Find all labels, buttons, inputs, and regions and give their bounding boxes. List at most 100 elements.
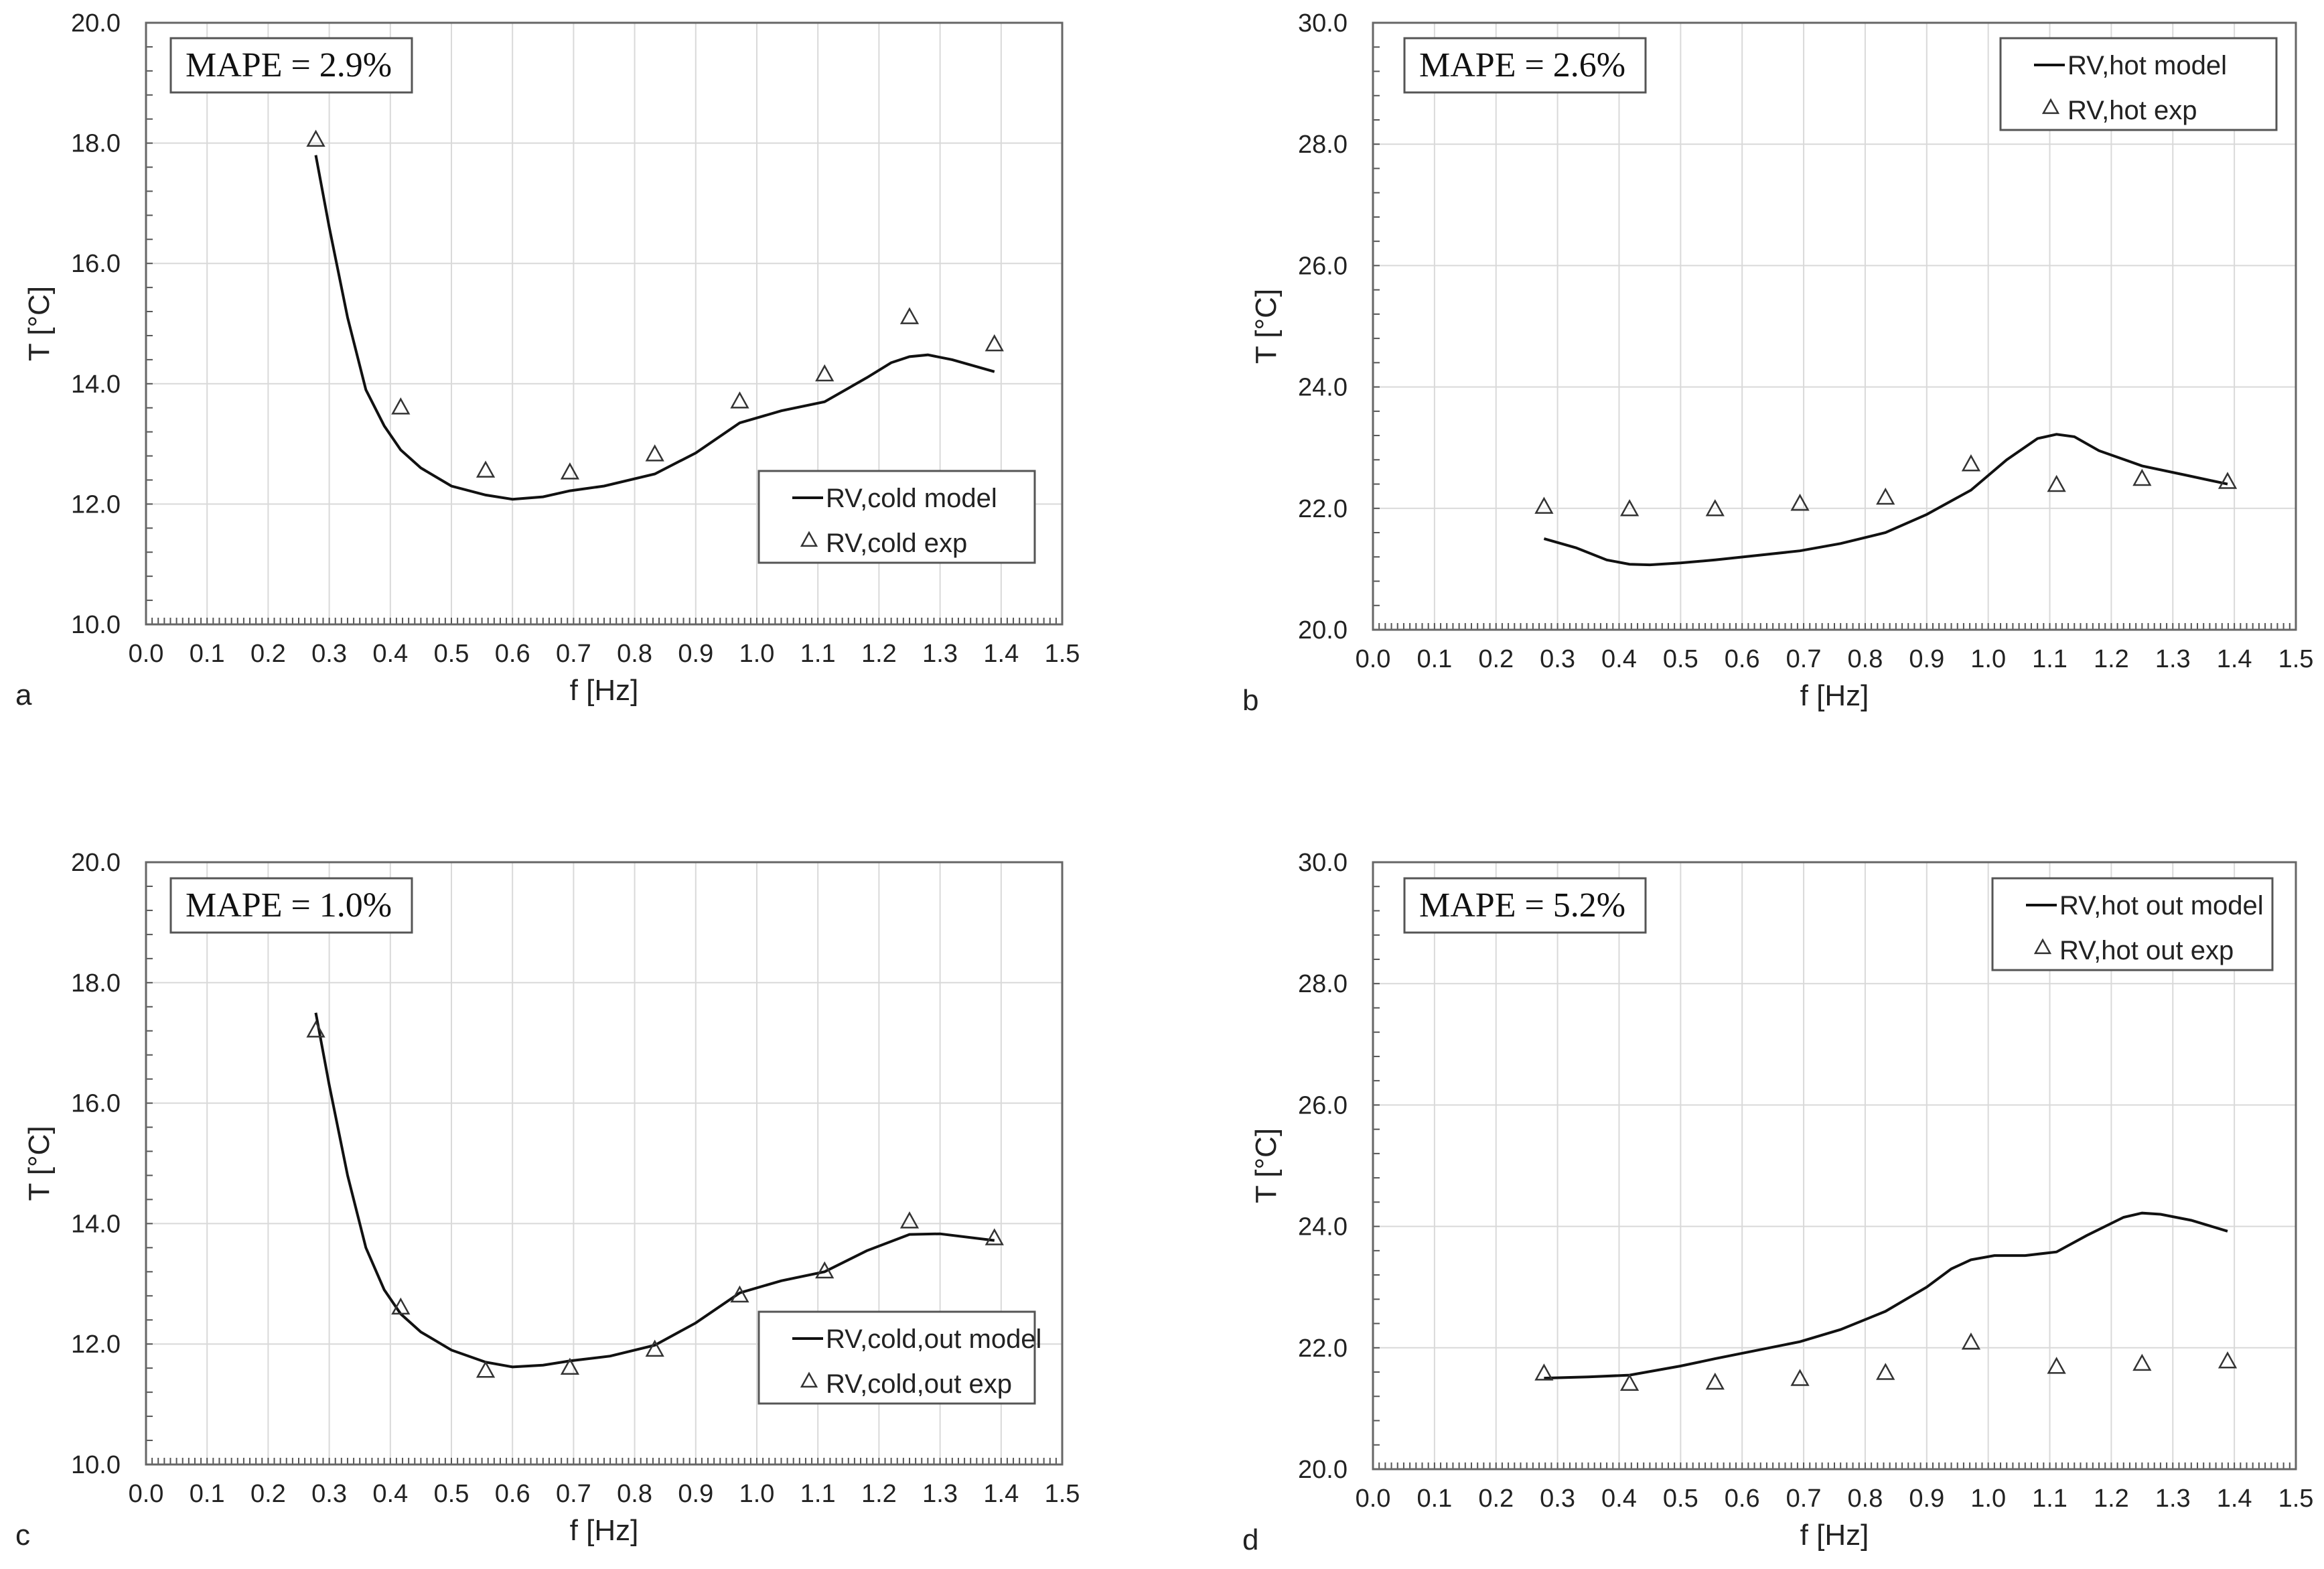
x-tick-label: 0.3 xyxy=(311,640,347,668)
x-tick-label: 0.9 xyxy=(678,640,713,668)
x-tick-label: 1.4 xyxy=(2217,1485,2252,1513)
y-tick-label: 14.0 xyxy=(71,370,121,399)
x-tick-labels: 0.0 0.1 0.2 0.3 0.4 0.5 0.6 0.7 0.8 0.9 1.0 1.1 1.2 1… xyxy=(1356,645,2314,673)
exp-marker xyxy=(899,307,920,324)
legend-label-model: RV,cold,out model xyxy=(826,1324,1041,1354)
legend-label-exp: RV,cold,out exp xyxy=(826,1369,1012,1399)
x-tick-label: 0.1 xyxy=(1417,1485,1452,1513)
x-tick-label: 0.4 xyxy=(372,1480,408,1508)
plot-area-frame xyxy=(1372,21,2297,631)
exp-marker xyxy=(1534,1363,1554,1381)
panel-letter: d xyxy=(1242,1523,1258,1556)
x-tick-label: 0.4 xyxy=(372,640,408,668)
x-tick-label: 0.9 xyxy=(1909,1485,1944,1513)
model-line xyxy=(314,1012,995,1369)
y-tick-labels: 20.0 22.0 24.0 26.0 28.0 30.0 xyxy=(1298,849,1348,1484)
x-tick-label: 1.5 xyxy=(1045,640,1080,668)
exp-marker xyxy=(2218,1351,2238,1369)
x-tick-label: 0.3 xyxy=(1540,1485,1575,1513)
mape-box: MAPE = 5.2% xyxy=(1403,877,1647,934)
legend: RV,cold model RV,cold exp xyxy=(757,470,1036,564)
exp-marker xyxy=(1619,499,1640,517)
x-tick-labels: 0.0 0.1 0.2 0.3 0.4 0.5 0.6 0.7 0.8 0.9 1.0 1.1 1.2 1… xyxy=(1356,1485,2314,1513)
x-tick-label: 1.2 xyxy=(861,640,897,668)
x-tick-label: 0.0 xyxy=(129,640,164,668)
minor-ticks xyxy=(146,885,1057,1464)
y-axis-title: T [°C] xyxy=(23,1125,56,1201)
x-axis-title: f [Hz] xyxy=(1800,1519,1869,1552)
y-tick-label: 22.0 xyxy=(1298,495,1348,523)
x-axis-title: f [Hz] xyxy=(1800,679,1869,712)
exp-marker xyxy=(2132,1353,2152,1371)
x-tick-label: 0.2 xyxy=(250,640,286,668)
x-tick-label: 1.0 xyxy=(739,1480,775,1508)
legend-frame xyxy=(757,470,1036,564)
exp-marker xyxy=(1705,1372,1725,1390)
x-tick-label: 0.7 xyxy=(556,640,591,668)
plot-area-frame xyxy=(145,21,1064,626)
y-tick-label: 20.0 xyxy=(1298,1456,1348,1484)
x-tick-label: 1.4 xyxy=(2217,645,2252,673)
exp-marker xyxy=(645,444,664,462)
x-tick-label: 0.5 xyxy=(434,640,469,668)
x-tick-label: 0.3 xyxy=(1540,645,1575,673)
x-tick-label: 1.5 xyxy=(2278,1485,2314,1513)
x-tick-label: 1.5 xyxy=(2278,645,2314,673)
x-tick-label: 0.0 xyxy=(1356,1485,1391,1513)
x-tick-label: 0.8 xyxy=(617,1480,652,1508)
chart-panel-c: 0.0 0.1 0.2 0.3 0.4 0.5 0.6 0.7 0.8 0.9 1.0 1.1 1.2 1… xyxy=(15,849,1080,1552)
exp-marker xyxy=(645,1339,664,1357)
exp-marker xyxy=(985,334,1004,352)
exp-marker xyxy=(560,462,580,480)
y-tick-label: 20.0 xyxy=(1298,616,1348,644)
x-tick-labels: 0.0 0.1 0.2 0.3 0.4 0.5 0.6 0.7 0.8 0.9 1.0 1.1 1.2 1… xyxy=(129,640,1080,668)
exp-marker xyxy=(391,1297,411,1315)
y-tick-label: 24.0 xyxy=(1298,1213,1348,1241)
x-tick-label: 0.1 xyxy=(190,1480,225,1508)
exp-marker xyxy=(1876,487,1895,505)
x-tick-label: 0.6 xyxy=(495,1480,530,1508)
x-tick-label: 0.6 xyxy=(1725,645,1760,673)
y-tick-label: 12.0 xyxy=(71,1331,121,1359)
y-tick-label: 28.0 xyxy=(1298,131,1348,159)
exp-marker xyxy=(1790,493,1810,511)
exp-marker xyxy=(730,391,749,409)
mape-box-frame xyxy=(1403,37,1647,94)
y-axis-title: T [°C] xyxy=(23,286,56,361)
y-tick-label: 10.0 xyxy=(71,1451,121,1479)
chart-panel-d: 0.0 0.1 0.2 0.3 0.4 0.5 0.6 0.7 0.8 0.9 1.0 1.1 1.2 1… xyxy=(1242,849,2313,1556)
y-tick-label: 14.0 xyxy=(71,1210,121,1238)
x-tick-label: 0.3 xyxy=(311,1480,347,1508)
x-tick-label: 0.5 xyxy=(434,1480,469,1508)
x-tick-label: 0.7 xyxy=(1786,645,1822,673)
chart-panel-a: 0.0 0.1 0.2 0.3 0.4 0.5 0.6 0.7 0.8 0.9 1.0 1.1 1.2 1… xyxy=(15,9,1080,711)
x-tick-label: 1.0 xyxy=(1970,1485,2006,1513)
x-tick-label: 0.6 xyxy=(1725,1485,1760,1513)
exp-marker xyxy=(1876,1363,1895,1380)
x-tick-label: 1.4 xyxy=(983,640,1019,668)
x-tick-label: 1.3 xyxy=(922,1480,958,1508)
y-axis-title: T [°C] xyxy=(1250,1128,1283,1203)
exp-marker xyxy=(306,1020,325,1038)
x-tick-label: 1.1 xyxy=(2032,1485,2067,1513)
legend-label-model: RV,hot out model xyxy=(2059,891,2264,920)
x-tick-label: 1.4 xyxy=(983,1480,1019,1508)
grid xyxy=(1373,23,2296,630)
legend-label-exp: RV,cold exp xyxy=(826,529,967,558)
x-tick-label: 0.1 xyxy=(1417,645,1452,673)
plot-area-frame xyxy=(1372,861,2297,1471)
x-tick-labels: 0.0 0.1 0.2 0.3 0.4 0.5 0.6 0.7 0.8 0.9 1.0 1.1 1.2 1… xyxy=(129,1480,1080,1508)
legend-triangle-swatch xyxy=(800,531,818,547)
x-tick-label: 1.3 xyxy=(2155,645,2191,673)
x-tick-label: 0.9 xyxy=(1909,645,1944,673)
exp-marker xyxy=(1961,454,1981,472)
x-tick-label: 0.4 xyxy=(1601,645,1637,673)
x-tick-label: 0.9 xyxy=(678,1480,713,1508)
x-tick-label: 0.2 xyxy=(1478,645,1514,673)
exp-marker xyxy=(2047,1357,2066,1374)
plot-area-frame xyxy=(145,861,1064,1466)
x-tick-label: 0.1 xyxy=(190,640,225,668)
legend: RV,hot model RV,hot exp xyxy=(1999,37,2278,131)
